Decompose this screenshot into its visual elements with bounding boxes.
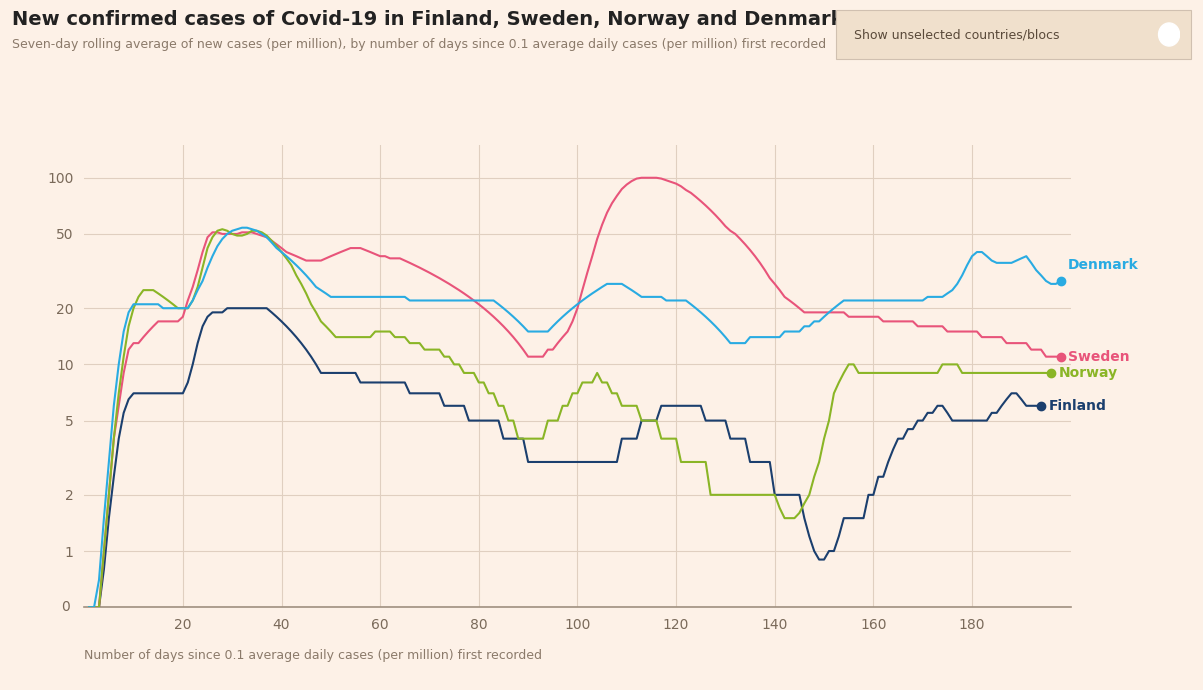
Text: Sweden: Sweden xyxy=(1068,350,1130,364)
Text: Denmark: Denmark xyxy=(1068,258,1139,272)
Text: New confirmed cases of Covid-19 in Finland, Sweden, Norway and Denmark: New confirmed cases of Covid-19 in Finla… xyxy=(12,10,843,30)
Text: Seven-day rolling average of new cases (per million), by number of days since 0.: Seven-day rolling average of new cases (… xyxy=(12,38,826,51)
Text: Norway: Norway xyxy=(1059,366,1118,380)
Circle shape xyxy=(1158,23,1180,46)
Text: Finland: Finland xyxy=(1049,399,1107,413)
Text: Number of days since 0.1 average daily cases (per million) first recorded: Number of days since 0.1 average daily c… xyxy=(84,649,543,662)
Text: Show unselected countries/blocs: Show unselected countries/blocs xyxy=(854,28,1060,41)
Text: 0: 0 xyxy=(60,600,70,614)
